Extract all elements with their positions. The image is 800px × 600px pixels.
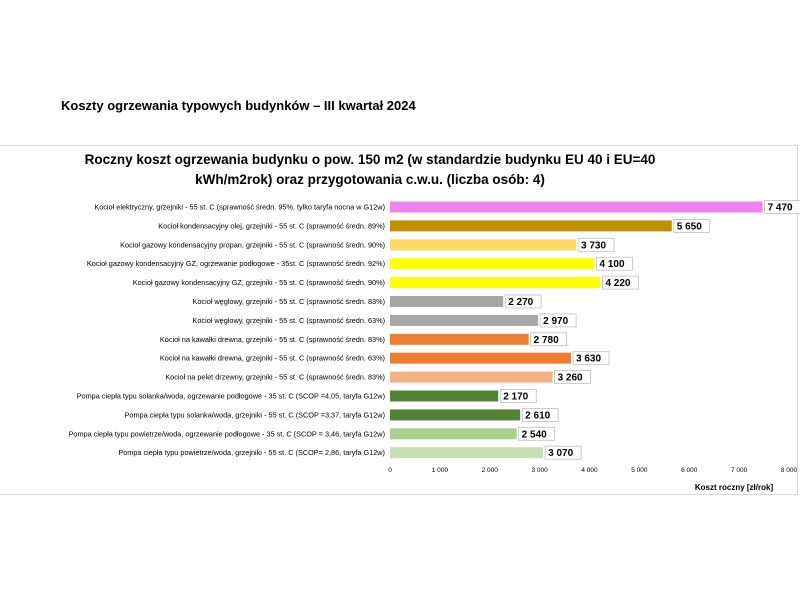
- bar: [390, 352, 572, 364]
- bar: [390, 390, 499, 402]
- data-label: 2 780: [534, 335, 559, 346]
- category-label: Kocioł gazowy kondensacyjny GZ, grzejnik…: [133, 278, 385, 287]
- category-label: Kocioł na kawałki drewna, grzejniki - 55…: [160, 354, 385, 363]
- x-tick-label: 5 000: [631, 467, 648, 474]
- x-tick-label: 1 000: [432, 467, 449, 474]
- data-label: 3 630: [576, 354, 601, 365]
- bar: [390, 409, 521, 421]
- category-label: Pompa ciepła typu powietrze/woda, grzejn…: [118, 448, 385, 457]
- category-label: Pompa ciepła typu solanka/woda, grzejnik…: [125, 410, 385, 419]
- data-label-box: [539, 313, 577, 328]
- bar: [390, 239, 577, 251]
- bar: [390, 447, 544, 459]
- category-label: Pompa ciepła typu solanka/woda, ogrzewan…: [77, 392, 385, 401]
- bar: [390, 296, 504, 307]
- x-tick-label: 0: [388, 467, 392, 474]
- page-heading: Koszty ogrzewania typowych budynków – II…: [61, 98, 416, 113]
- x-tick-label: 8 000: [781, 467, 798, 474]
- x-axis-title: Koszt roczny [zł/rok]: [695, 483, 774, 492]
- chart-frame: [0, 145, 798, 495]
- bar: [390, 314, 539, 326]
- category-label: Kocioł węglowy, grzejniki - 55 st. C (sp…: [193, 316, 386, 325]
- data-label-box: [596, 256, 633, 271]
- data-label-box: [764, 200, 800, 214]
- category-label: Kocioł gazowy kondensacyjny propan, grze…: [120, 240, 385, 249]
- category-label: Kocioł gazowy kondensacyjny GZ, ogrzewan…: [87, 259, 385, 268]
- category-label: Kocioł na pelet drzewny, grzejniki - 55 …: [165, 373, 385, 382]
- data-label: 3 260: [558, 373, 583, 384]
- data-label: 2 540: [522, 429, 547, 440]
- data-label-box: [499, 389, 537, 403]
- bar: [390, 333, 529, 345]
- chart-title-line2: kWh/m2rok) oraz przygotowania c.w.u. (li…: [195, 172, 545, 187]
- data-label: 5 650: [677, 221, 702, 232]
- bar: [390, 371, 553, 383]
- bar: [390, 277, 601, 289]
- data-label-box: [673, 218, 711, 233]
- data-label: 2 270: [508, 297, 533, 308]
- data-label: 4 220: [605, 278, 630, 289]
- data-label-box: [530, 332, 568, 347]
- data-label-box: [521, 407, 559, 422]
- x-tick-label: 2 000: [482, 467, 499, 474]
- category-label: Kocioł na kawałki drewna, grzejniki - 55…: [160, 335, 385, 344]
- x-tick-label: 4 000: [581, 467, 598, 474]
- data-label-box: [577, 237, 615, 252]
- chart-title: Roczny koszt ogrzewania budynku o pow. 1…: [70, 150, 670, 190]
- data-label-box: [518, 426, 556, 441]
- data-label-box: [602, 275, 639, 290]
- bar: [390, 220, 672, 232]
- data-label-box: [554, 370, 591, 385]
- data-label: 4 100: [599, 259, 624, 270]
- category-label: Kocioł kondensacyjny olej, grzejniki - 5…: [158, 221, 385, 230]
- data-label: 7 470: [768, 203, 793, 214]
- bar: [390, 201, 763, 213]
- chart-title-line1: Roczny koszt ogrzewania budynku o pow. 1…: [84, 152, 656, 167]
- x-tick-label: 7 000: [731, 467, 748, 474]
- category-label: Kocioł węglowy, grzejniki - 55 st. C (sp…: [193, 297, 386, 306]
- category-label: Kocioł elektryczny, grzejniki - 55 st. C…: [94, 203, 385, 212]
- bar: [390, 428, 517, 440]
- data-label: 2 970: [543, 316, 568, 327]
- data-label: 2 610: [525, 410, 550, 421]
- data-label: 3 070: [548, 448, 573, 459]
- bar: [390, 258, 595, 270]
- category-label: Pompa ciepła typu powietrze/woda, ogrzew…: [69, 429, 385, 438]
- data-label-box: [544, 445, 582, 460]
- x-tick-label: 3 000: [531, 467, 548, 474]
- x-tick-label: 6 000: [681, 467, 698, 474]
- data-label-box: [572, 351, 610, 366]
- data-label: 3 730: [581, 240, 606, 251]
- data-label-box: [504, 294, 542, 309]
- data-label: 2 170: [503, 392, 528, 403]
